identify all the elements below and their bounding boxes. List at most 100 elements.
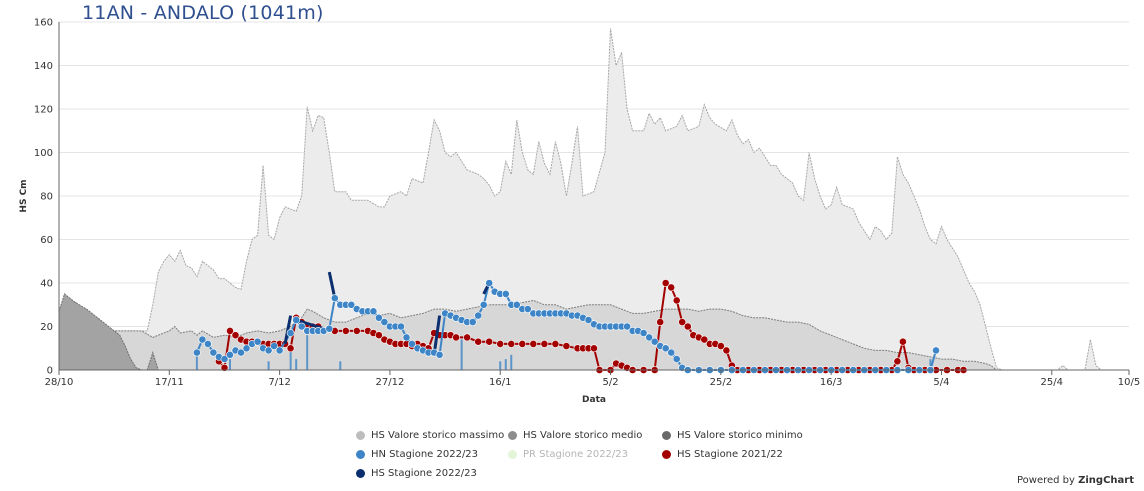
hs2223-point — [639, 329, 648, 337]
hs2223-point — [237, 348, 245, 357]
legend-hs2122-swatch — [662, 450, 671, 459]
hn-bar — [504, 359, 507, 370]
chart-title: 11AN - ANDALO (1041m) — [82, 2, 324, 24]
hs2223-point — [408, 339, 416, 348]
series-hs2223-dark-segment — [432, 315, 442, 356]
y-tick-label: 60 — [40, 235, 53, 246]
hs2223-point — [209, 348, 218, 357]
hs2223-point — [325, 324, 334, 333]
series-max-line — [58, 28, 1129, 371]
hs2223-point — [242, 344, 251, 353]
hn-bar — [460, 339, 463, 370]
powered-by-brand: ZingChart — [1078, 475, 1134, 486]
hs2223-point — [192, 348, 201, 357]
hn-bar — [306, 335, 309, 370]
series-max-area — [59, 28, 1129, 370]
hn-bar — [195, 352, 198, 370]
hs2122-point — [529, 339, 538, 348]
hn-bar — [289, 348, 292, 370]
hs2223-point — [397, 322, 405, 331]
legend-min-swatch — [662, 431, 671, 440]
x-tick-label: 7/12 — [268, 377, 290, 388]
hs2122-point — [899, 337, 907, 346]
x-tick-label: 25/2 — [710, 377, 732, 388]
hs2223-point — [220, 355, 229, 363]
y-tick-label: 140 — [34, 61, 53, 72]
legend-item-hn[interactable]: HN Stagione 2022/23 — [356, 449, 478, 460]
hs2223-point — [672, 355, 681, 363]
hs2122-point — [518, 339, 527, 348]
legend-item-pr[interactable]: PR Stagione 2022/23 — [508, 449, 628, 460]
hs2122-point — [540, 339, 549, 348]
series-hs2223-dark-segment — [283, 315, 293, 345]
y-tick-label: 20 — [40, 322, 53, 333]
legend-hs2122-label: HS Stagione 2021/22 — [677, 449, 783, 460]
legend-item-med[interactable]: HS Valore storico medio — [508, 430, 642, 441]
legend-hs2223-swatch — [356, 469, 365, 478]
legend-item-hs2223[interactable]: HS Stagione 2022/23 — [356, 468, 477, 479]
hs2122-point — [341, 326, 350, 335]
hs2223-point — [584, 316, 593, 324]
hn-bar — [929, 359, 932, 370]
powered-by-prefix: Powered by — [1016, 475, 1075, 486]
legend-med-swatch — [508, 431, 517, 440]
hs2122-point — [231, 331, 240, 340]
hs2223-point — [661, 344, 670, 353]
series-min-line — [58, 293, 1129, 371]
hs2223-point — [203, 339, 212, 348]
x-tick-label: 16/3 — [820, 377, 842, 388]
x-tick-label: 10/5 — [1118, 377, 1140, 388]
hs2223-point — [253, 337, 262, 346]
hs2223-point — [297, 322, 306, 331]
hs2223-point — [374, 313, 383, 322]
x-tick-label: 5/4 — [933, 377, 949, 388]
hs2122-point — [226, 326, 234, 335]
hs2223-point — [501, 289, 510, 298]
legend-item-max[interactable]: HS Valore storico massimo — [356, 430, 504, 441]
y-axis-title: HS Cm — [19, 179, 29, 212]
hs2223-point — [286, 329, 295, 337]
hs2122-point — [463, 333, 471, 342]
legend-pr-label: PR Stagione 2022/23 — [523, 449, 629, 460]
hs2122-point — [551, 339, 560, 348]
hs2223-point — [330, 294, 339, 303]
x-tick-label: 5/2 — [602, 377, 618, 388]
hs2122-point — [700, 335, 709, 344]
hs2122-point — [661, 279, 670, 287]
legend-med-label: HS Valore storico medio — [523, 430, 643, 441]
legend-item-min[interactable]: HS Valore storico minimo — [662, 430, 803, 441]
hs2223-point — [468, 318, 477, 326]
hs2223-point — [932, 346, 940, 355]
hs2122-point — [722, 346, 731, 355]
legend-hn-swatch — [356, 450, 365, 459]
hs2223-point — [623, 322, 631, 331]
legend-max-swatch — [356, 431, 365, 440]
hs2223-point — [474, 311, 483, 320]
hs2122-point — [562, 342, 571, 350]
legend-hn-label: HN Stagione 2022/23 — [371, 449, 479, 460]
y-tick-label: 120 — [34, 105, 53, 116]
x-tick-label: 16/1 — [489, 377, 511, 388]
hs2122-point — [496, 339, 505, 348]
legend-pr-swatch — [508, 450, 517, 459]
series-hs2223-dark-segment — [327, 271, 337, 299]
y-tick-label: 100 — [34, 148, 53, 159]
hn-bar — [339, 361, 342, 370]
legend-hs2223-label: HS Stagione 2022/23 — [371, 468, 477, 479]
hs2122-point — [374, 331, 383, 340]
hs2122-point — [286, 344, 295, 353]
powered-by[interactable]: Powered by ZingChart — [1017, 475, 1134, 486]
legend-item-hs2122[interactable]: HS Stagione 2021/22 — [662, 449, 783, 460]
y-tick-label: 0 — [47, 366, 53, 377]
hn-bar — [295, 359, 298, 370]
hs2223-point — [347, 300, 356, 309]
hs2122-point — [656, 318, 665, 326]
hs2223-point — [645, 333, 654, 342]
x-tick-label: 28/10 — [45, 377, 74, 388]
y-tick-label: 80 — [40, 192, 53, 203]
x-tick-label: 25/4 — [1041, 377, 1063, 388]
hs2223-point — [523, 305, 532, 313]
hs2223-point — [292, 316, 301, 324]
hs2223-point — [435, 350, 444, 359]
